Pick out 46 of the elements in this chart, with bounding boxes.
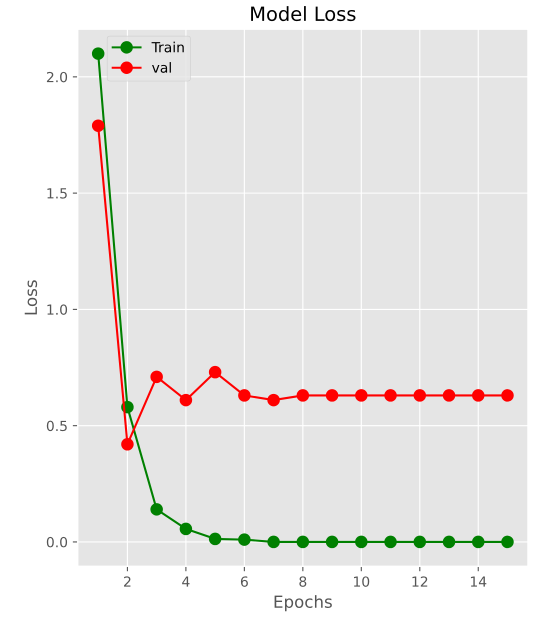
x-tick-label: 10 — [354, 576, 370, 587]
point — [208, 366, 222, 378]
point — [355, 389, 368, 402]
y-tick-label: 0.0 — [46, 536, 68, 548]
point — [150, 370, 163, 384]
point — [414, 389, 426, 402]
legend-label: val — [152, 62, 171, 73]
point — [267, 394, 280, 406]
point — [414, 536, 426, 548]
x-tick-label: 4 — [182, 576, 190, 587]
point — [442, 536, 456, 548]
x-axis-title: Epochs — [274, 595, 332, 612]
point — [384, 389, 397, 402]
point — [472, 536, 485, 548]
point — [92, 47, 104, 60]
point — [501, 389, 514, 402]
y-tick-label: 2.0 — [46, 72, 68, 82]
x-tick-label: 14 — [470, 576, 486, 587]
y-tick-label: 1.5 — [47, 188, 67, 199]
point — [92, 119, 104, 132]
point — [442, 389, 456, 402]
x-tick-label: 12 — [412, 576, 428, 587]
point — [384, 536, 397, 548]
x-tick-label: 8 — [299, 576, 306, 587]
point — [501, 536, 514, 548]
x-tick-label: 2 — [124, 576, 130, 587]
point — [180, 394, 192, 406]
point — [121, 438, 134, 451]
x-tick-label: 6 — [240, 576, 248, 587]
point — [326, 536, 338, 548]
chart-title: Model Loss — [251, 6, 356, 22]
point — [472, 389, 485, 402]
point — [296, 536, 310, 548]
point — [180, 522, 192, 536]
point — [267, 536, 280, 548]
y-tick-label: 0.5 — [46, 420, 67, 432]
point — [238, 533, 251, 546]
point — [238, 389, 251, 402]
point — [326, 389, 338, 402]
point — [150, 503, 163, 516]
legend-label: Train — [152, 42, 184, 52]
point — [208, 532, 222, 546]
y-tick-label: 1.0 — [47, 304, 68, 315]
point — [296, 389, 310, 402]
y-axis-title: Loss — [24, 280, 38, 314]
point — [355, 536, 368, 548]
